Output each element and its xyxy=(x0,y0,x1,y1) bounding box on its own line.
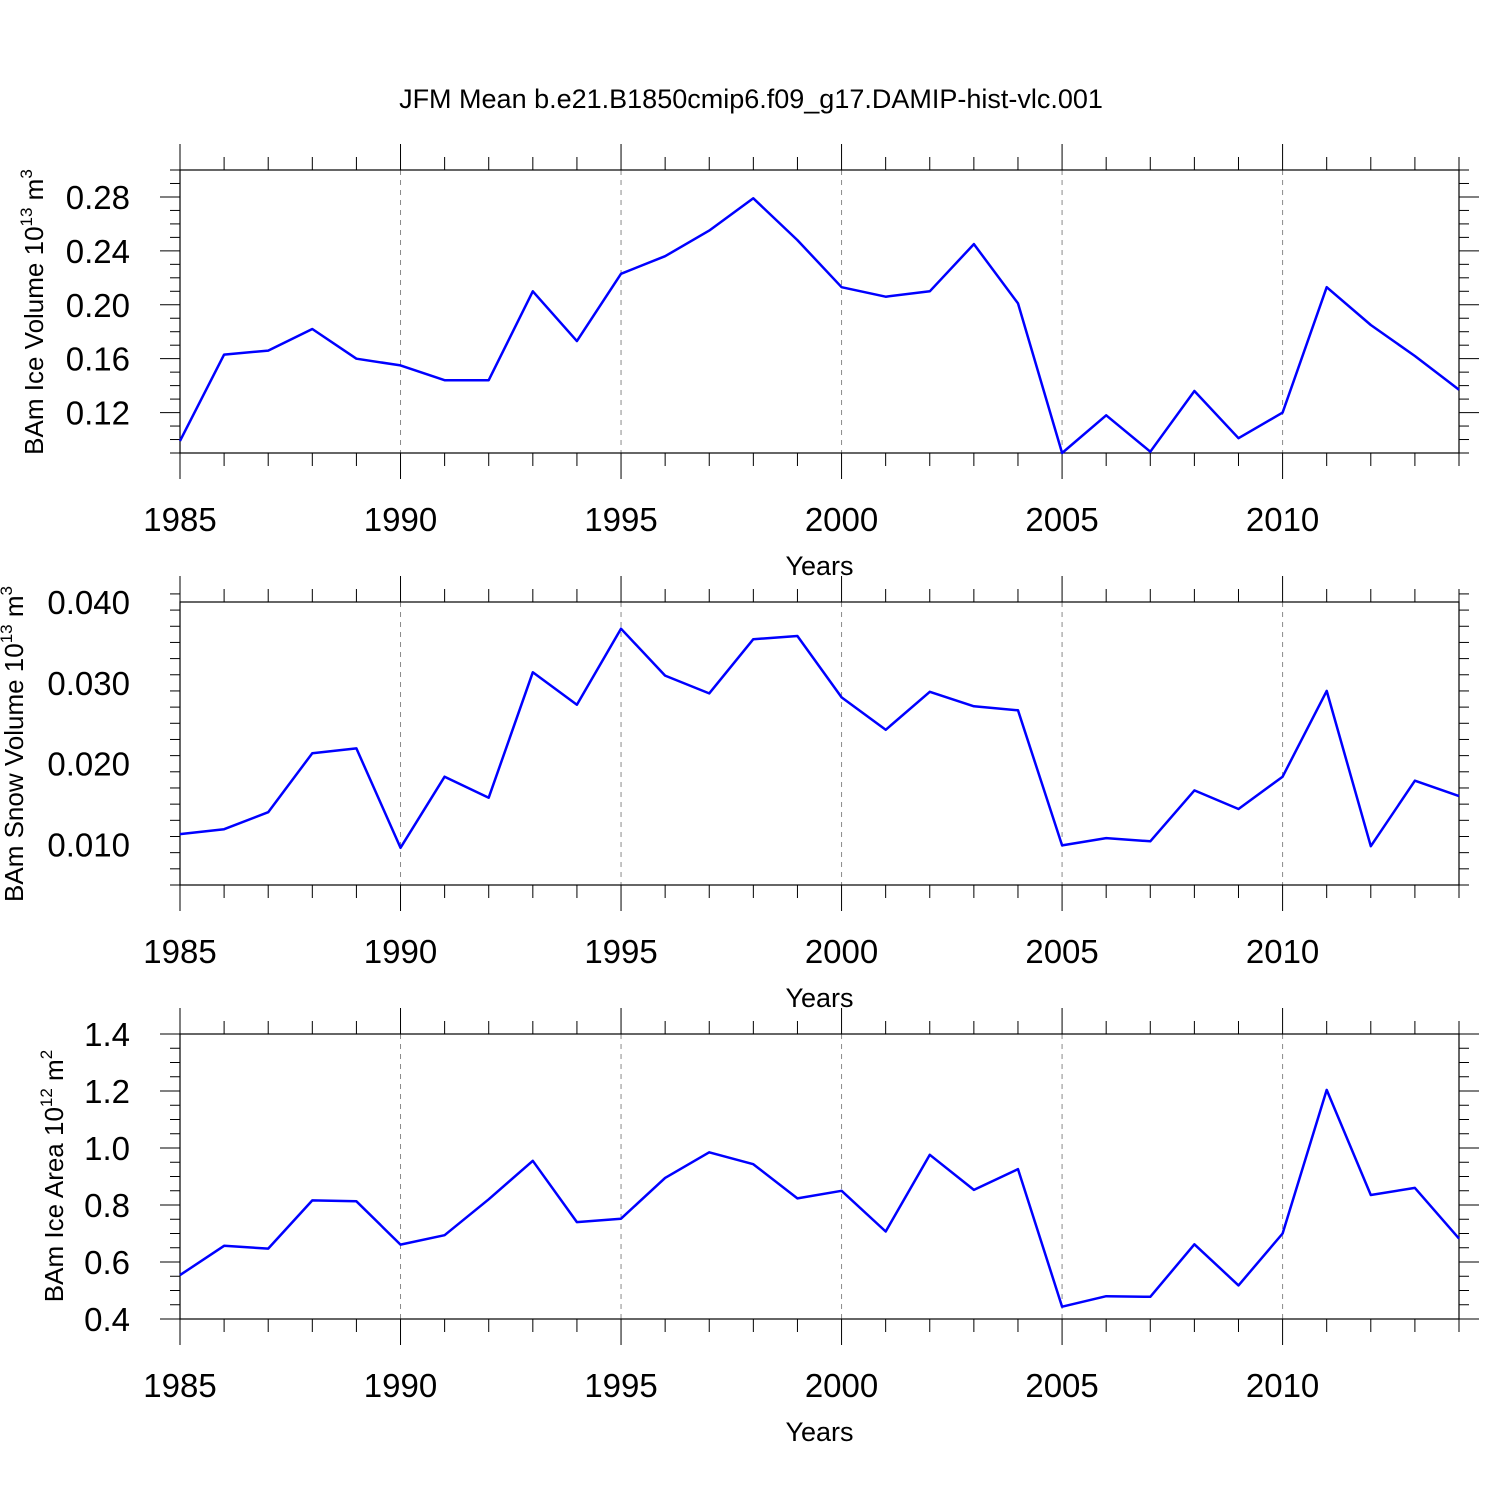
y-tick-label: 0.020 xyxy=(47,746,130,783)
x-tick-label: 2005 xyxy=(1025,933,1098,970)
x-axis-label: Years xyxy=(785,1417,853,1447)
y-axis-label-unit-exp: 3 xyxy=(0,586,16,595)
y-axis-label: BAm Snow Volume 1013 m3 xyxy=(0,586,29,902)
panel-snow-volume: 1985 1990 1995 2000 2005 2010 0.010 0.020 0.030 0… xyxy=(0,576,1469,1013)
panel-ice-volume: 1985 1990 1995 2000 2005 2010 0.12 0.16 0.20 0.24… xyxy=(17,144,1479,581)
y-axis-label-prefix: BAm Ice Volume 10 xyxy=(19,226,49,454)
x-axis-label: Years xyxy=(785,551,853,581)
x-tick-label: 1995 xyxy=(584,501,657,538)
y-axis-label-unit: m xyxy=(0,595,29,624)
y-tick-label: 0.8 xyxy=(84,1187,130,1224)
series-line-ice-volume xyxy=(178,197,1460,455)
series-line-ice-area xyxy=(179,1088,1460,1308)
y-tick-label: 0.030 xyxy=(47,665,130,702)
y-axis-label-prefix: BAm Snow Volume 10 xyxy=(0,643,29,902)
y-tick-label: 0.040 xyxy=(47,584,130,621)
x-tick-label: 1990 xyxy=(364,933,437,970)
chart-title: JFM Mean b.e21.B1850cmip6.f09_g17.DAMIP-… xyxy=(399,84,1103,114)
x-tick-label: 2000 xyxy=(805,501,878,538)
x-tick-label: 1995 xyxy=(584,933,657,970)
y-tick-label: 1.0 xyxy=(84,1130,130,1167)
x-tick-label: 2010 xyxy=(1246,933,1319,970)
plot-frame xyxy=(179,1033,1460,1320)
plot-frame xyxy=(179,169,1460,454)
x-tick-label: 1985 xyxy=(143,501,216,538)
y-axis-label: BAm Ice Area 1012 m2 xyxy=(37,1050,69,1302)
y-axis-label: BAm Ice Volume 1013 m3 xyxy=(17,169,49,455)
y-axis-label-unit: m xyxy=(19,179,49,208)
x-tick-label: 2005 xyxy=(1025,501,1098,538)
y-tick-label: 1.4 xyxy=(84,1016,130,1053)
x-tick-label: 2010 xyxy=(1246,501,1319,538)
y-tick-label: 0.010 xyxy=(47,827,130,864)
x-axis-label: Years xyxy=(785,983,853,1013)
x-tick-label: 2000 xyxy=(805,933,878,970)
x-tick-label: 1995 xyxy=(584,1367,657,1404)
x-tick-label: 1990 xyxy=(364,1367,437,1404)
y-tick-label: 0.16 xyxy=(66,341,130,378)
y-axis-label-unit-exp: 3 xyxy=(17,169,36,178)
y-tick-label: 0.12 xyxy=(66,395,130,432)
x-tick-label: 1985 xyxy=(143,933,216,970)
series-line-snow-volume xyxy=(179,627,1460,850)
y-tick-label: 0.24 xyxy=(66,233,130,270)
y-axis-label-exp: 13 xyxy=(0,624,16,643)
y-axis-label-unit-exp: 2 xyxy=(37,1050,56,1059)
x-tick-label: 2000 xyxy=(805,1367,878,1404)
y-axis-label-unit: m xyxy=(39,1059,69,1088)
y-tick-label: 0.28 xyxy=(66,179,130,216)
y-axis-label-exp: 13 xyxy=(17,208,36,227)
y-tick-label: 0.4 xyxy=(84,1301,130,1338)
y-axis-label-prefix: BAm Ice Area 10 xyxy=(39,1107,69,1302)
x-tick-label: 2010 xyxy=(1246,1367,1319,1404)
y-tick-label: 1.2 xyxy=(84,1073,130,1110)
x-tick-label: 1985 xyxy=(143,1367,216,1404)
y-axis-label-exp: 12 xyxy=(37,1088,56,1107)
x-tick-label: 1990 xyxy=(364,501,437,538)
x-tick-label: 2005 xyxy=(1025,1367,1098,1404)
y-tick-label: 0.20 xyxy=(66,287,130,324)
panel-ice-area: 1985 1990 1995 2000 2005 2010 0.4 0.6 0.8 1.0 1.2 1… xyxy=(37,1008,1479,1447)
plot-frame xyxy=(179,601,1460,886)
y-tick-label: 0.6 xyxy=(84,1244,130,1281)
